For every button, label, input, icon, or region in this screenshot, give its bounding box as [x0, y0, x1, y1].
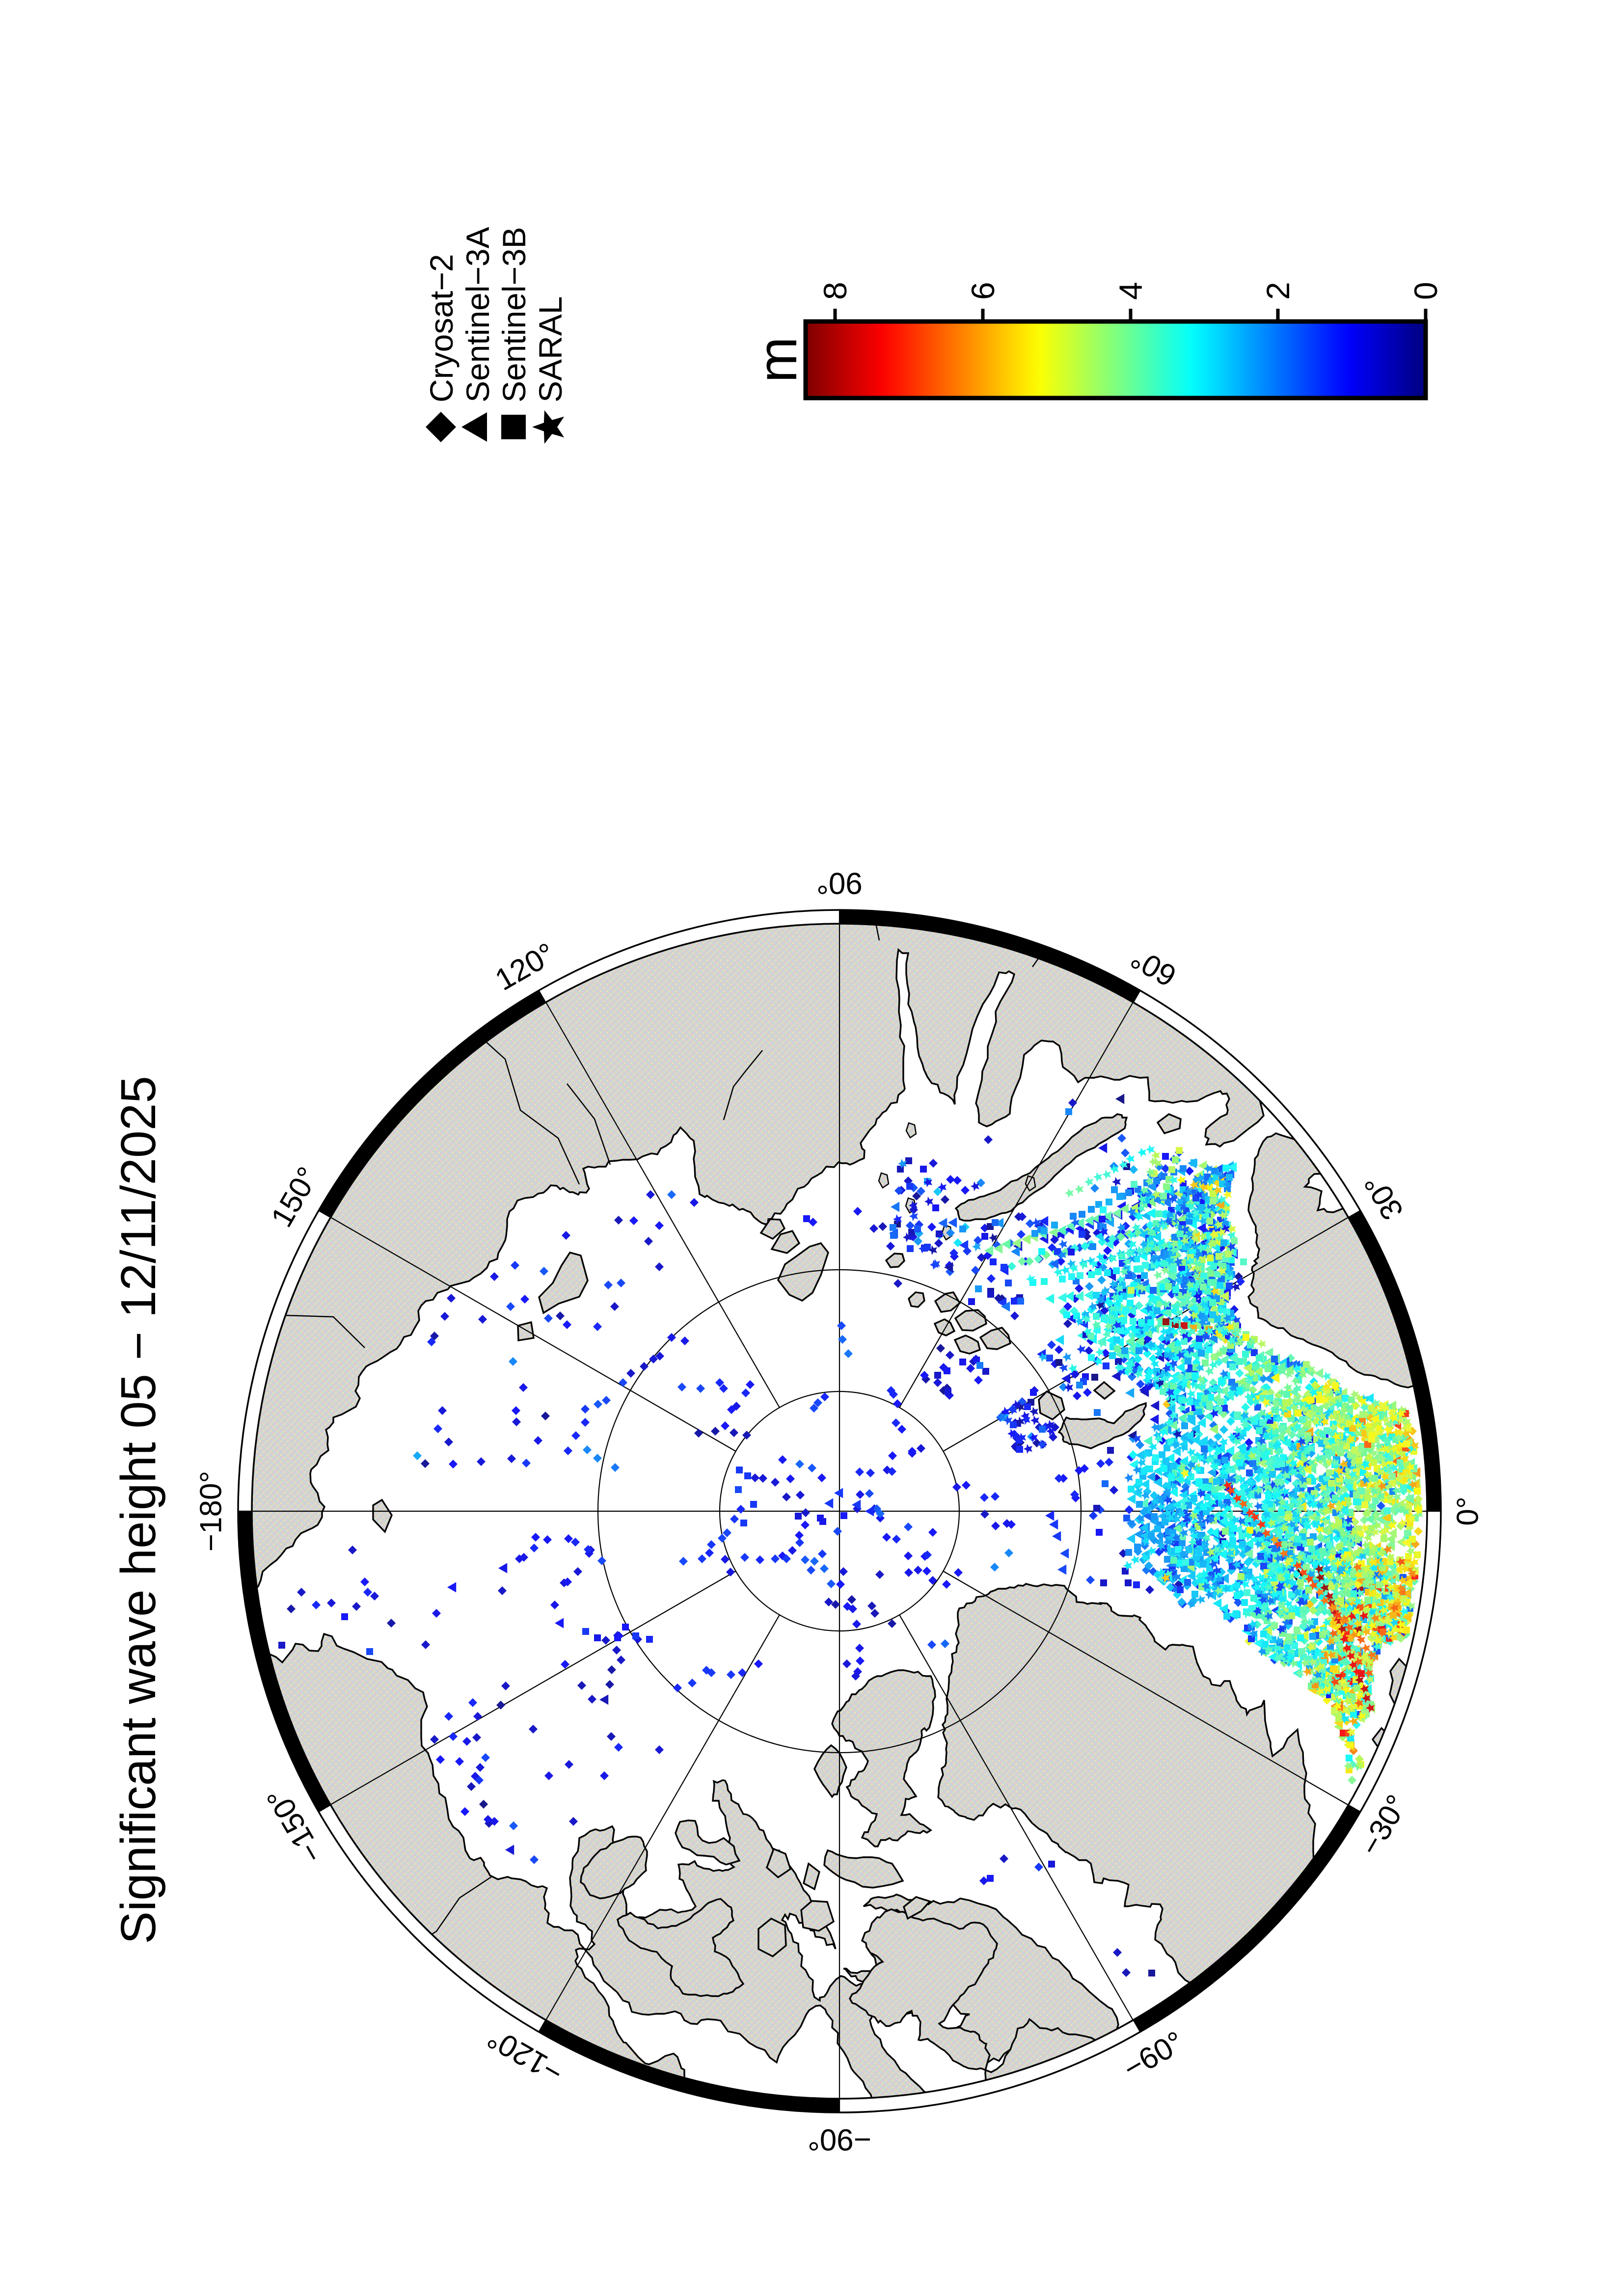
svg-text:Cryosat−2: Cryosat−2	[423, 254, 460, 402]
svg-text:0°: 0°	[1451, 1496, 1485, 1525]
svg-text:90°: 90°	[816, 866, 863, 900]
svg-text:m: m	[747, 337, 808, 382]
svg-text:SARAL: SARAL	[532, 296, 568, 402]
svg-text:150°: 150°	[265, 1161, 325, 1233]
svg-text:Sentinel−3B: Sentinel−3B	[496, 227, 532, 402]
svg-text:2: 2	[1260, 282, 1296, 300]
svg-text:−90°: −90°	[808, 2123, 871, 2157]
svg-text:8: 8	[817, 282, 853, 300]
svg-text:Significant wave height 05 − 1: Significant wave height 05 − 12/11/2025	[111, 1076, 166, 1944]
svg-text:4: 4	[1112, 282, 1149, 300]
svg-text:6: 6	[965, 282, 1001, 300]
svg-text:Sentinel−3A: Sentinel−3A	[460, 227, 496, 402]
svg-text:30°: 30°	[1358, 1169, 1410, 1226]
svg-text:−60°: −60°	[1117, 2025, 1190, 2086]
svg-text:−30°: −30°	[1353, 1789, 1415, 1861]
svg-text:−180°: −180°	[194, 1471, 228, 1551]
svg-text:60°: 60°	[1125, 941, 1182, 993]
svg-text:120°: 120°	[489, 936, 561, 997]
svg-text:0: 0	[1407, 282, 1444, 300]
